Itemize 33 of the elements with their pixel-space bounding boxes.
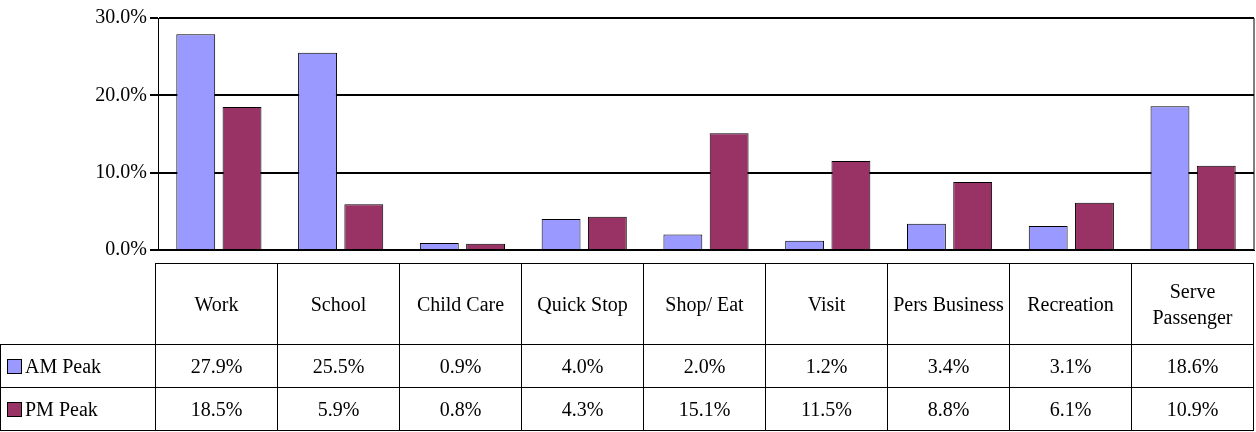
data-label: 4.3% <box>521 387 644 431</box>
legend-label: AM Peak <box>0 344 156 388</box>
data-label: 15.1% <box>643 387 766 431</box>
y-tick-label: 0.0% <box>105 237 147 260</box>
data-label: 18.5% <box>155 387 278 431</box>
data-label: 10.9% <box>1131 387 1254 431</box>
data-label: 4.0% <box>521 344 644 388</box>
data-label: 3.4% <box>887 344 1010 388</box>
data-label: 0.8% <box>399 387 522 431</box>
x-tick-label: Serve Passenger <box>1131 263 1254 345</box>
x-tick-label: Child Care <box>399 263 522 345</box>
data-label: 2.0% <box>643 344 766 388</box>
data-label: 25.5% <box>277 344 400 388</box>
data-label: 3.1% <box>1009 344 1132 388</box>
x-tick-label: Recreation <box>1009 263 1132 345</box>
y-tick-label: 10.0% <box>95 159 147 182</box>
data-label: 0.9% <box>399 344 522 388</box>
data-label: 11.5% <box>765 387 888 431</box>
data-label: 27.9% <box>155 344 278 388</box>
x-tick-label: School <box>277 263 400 345</box>
x-tick-label: Work <box>155 263 278 345</box>
x-tick-label: Quick Stop <box>521 263 644 345</box>
data-label: 1.2% <box>765 344 888 388</box>
y-tick-label: 20.0% <box>95 82 147 105</box>
data-label: 6.1% <box>1009 387 1132 431</box>
data-label: 5.9% <box>277 387 400 431</box>
legend-label: PM Peak <box>0 387 156 431</box>
x-tick-label: Pers Business <box>887 263 1010 345</box>
data-label: 8.8% <box>887 387 1010 431</box>
data-label: 18.6% <box>1131 344 1254 388</box>
x-tick-label: Visit <box>765 263 888 345</box>
y-tick-label: 30.0% <box>95 5 147 28</box>
x-tick-label: Shop/ Eat <box>643 263 766 345</box>
